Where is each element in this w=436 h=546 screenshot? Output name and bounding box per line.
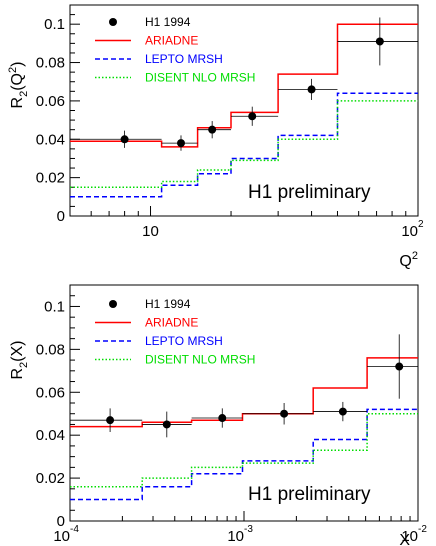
x-axis-title-main: Q [399, 253, 411, 270]
y-tick-label: 0.1 [44, 16, 65, 33]
y-axis-title-part: 2 [7, 67, 19, 73]
legend-label: DISENT NLO MRSH [145, 71, 255, 85]
x-tick-label: 10 [142, 223, 159, 240]
legend-label: H1 1994 [145, 15, 191, 29]
legend-label: LEPTO MRSH [145, 334, 223, 348]
data-point [162, 420, 171, 429]
y-axis-title-part: (X) [9, 340, 26, 361]
legend-label: DISENT NLO MRSH [145, 353, 255, 367]
annotation: H1 preliminary [248, 484, 371, 505]
series-ariadne [70, 357, 418, 428]
y-axis-title-part: 2 [18, 362, 30, 368]
x-tick-exponent: -3 [244, 524, 253, 535]
data-point [248, 112, 257, 121]
y-tick-label: 0.02 [36, 170, 65, 187]
legend: H1 1994 ARIADNE LEPTO MRSH DISENT NLO MRSH [95, 297, 255, 367]
x-tick-label: 10 [227, 528, 244, 545]
series-lepto-mrsh [70, 408, 418, 501]
x-tick-label: 10 [53, 528, 70, 545]
y-tick-label: 0 [57, 513, 65, 530]
x-tick-label: 10 [401, 528, 418, 545]
x-tick-exponent: -4 [70, 524, 79, 535]
series-ariadne [70, 23, 418, 148]
y-tick-label: 0.02 [36, 470, 65, 487]
legend-label: ARIADNE [145, 316, 198, 330]
y-axis-title: R2(X) [9, 340, 30, 379]
y-axis-title-part: 2 [18, 91, 30, 97]
series-disent-nlo-mrsh [70, 412, 418, 488]
x-axis-title: Q2 [399, 250, 418, 270]
legend-marker [109, 300, 117, 308]
data-point [395, 362, 404, 371]
y-tick-label: 0.04 [36, 131, 65, 148]
data-point [280, 409, 289, 418]
legend-label: ARIADNE [145, 34, 198, 48]
x-tick-exponent: -2 [418, 524, 427, 535]
legend-marker [109, 18, 117, 26]
legend: H1 1994 ARIADNE LEPTO MRSH DISENT NLO MRSH [95, 15, 255, 85]
y-tick-label: 0.08 [36, 341, 65, 358]
y-tick-label: 0.04 [36, 427, 65, 444]
y-axis-title: R2(Q2) [7, 62, 30, 109]
data-point [208, 125, 217, 134]
y-axis-title-part: ) [9, 62, 26, 67]
x-axis-title-sup: 2 [412, 250, 418, 262]
data-point [106, 416, 115, 425]
y-tick-label: 0.06 [36, 384, 65, 401]
series-disent-nlo-mrsh [70, 100, 418, 188]
data-point [338, 407, 347, 416]
y-axis-title-part: R [9, 97, 26, 109]
data-point [218, 414, 227, 423]
y-axis-title-part: R [9, 368, 26, 380]
y-tick-label: 0.06 [36, 93, 65, 110]
data-point [307, 85, 316, 94]
chart-panel-2: 00.020.040.060.080.110 -4 10 -3 10 -2R2(X)XH1… [9, 284, 427, 546]
x-axis-title-main: X [399, 532, 410, 546]
x-axis-title: X [399, 532, 410, 546]
x-tick-label: 10 [401, 223, 418, 240]
y-tick-label: 0.08 [36, 55, 65, 72]
annotation: H1 preliminary [248, 182, 371, 203]
legend-label: LEPTO MRSH [145, 52, 223, 66]
data-point [176, 139, 185, 148]
y-tick-label: 0.1 [44, 298, 65, 315]
x-tick-exponent: 2 [418, 219, 424, 230]
y-axis-title-part: (Q [9, 73, 26, 91]
y-tick-label: 0 [57, 208, 65, 225]
data-point [120, 135, 129, 144]
legend-label: H1 1994 [145, 297, 191, 311]
data-point [375, 37, 384, 46]
